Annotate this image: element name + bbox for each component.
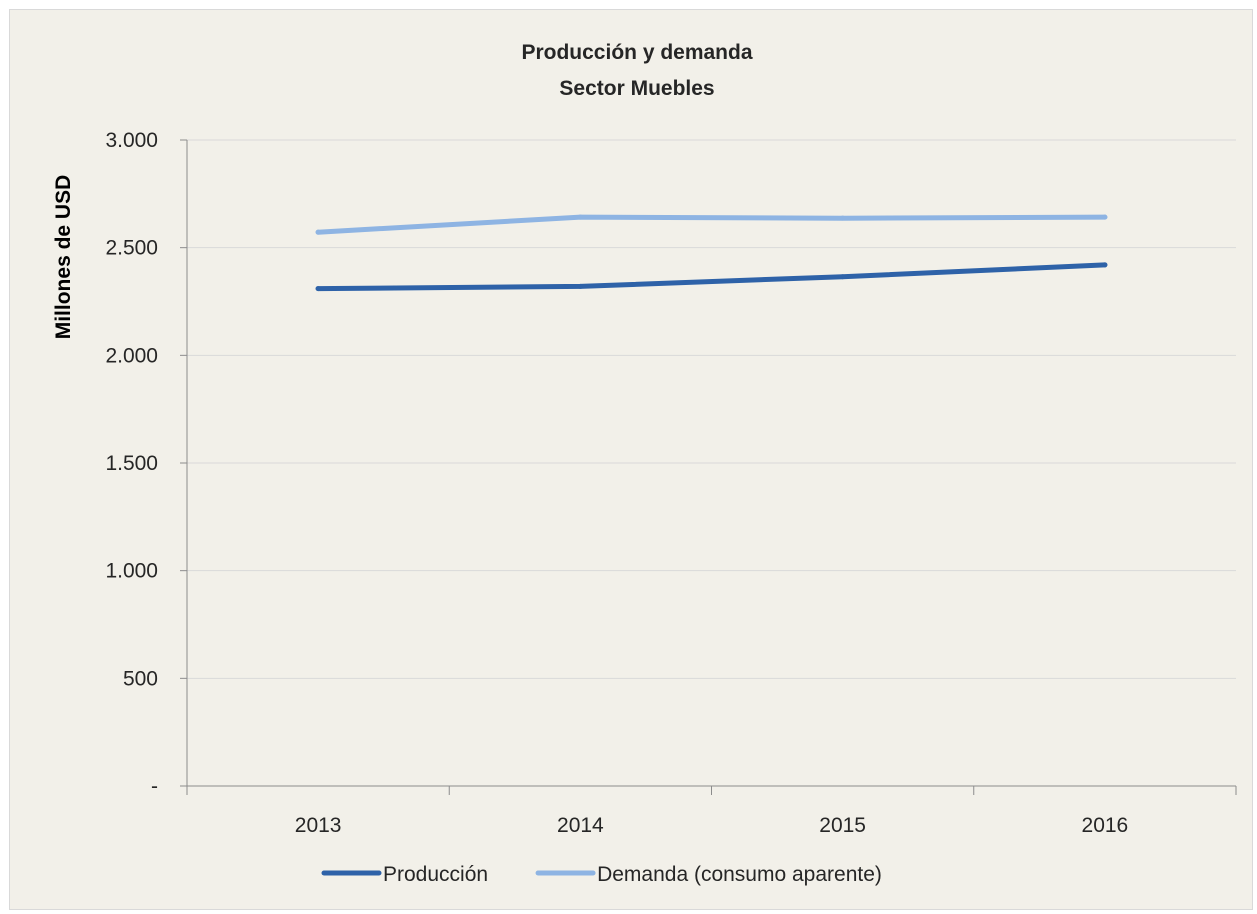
data-point — [840, 274, 846, 280]
data-point — [315, 286, 321, 292]
series-lines — [315, 214, 1108, 292]
axes: - 500 1.000 1.500 2.000 2.500 3.000 2013 2014 201… — [105, 129, 1237, 837]
y-tick-label: 1.500 — [105, 452, 158, 475]
gridlines — [187, 139, 1236, 679]
chart-title: Producción y demanda — [521, 41, 752, 64]
data-point — [1102, 214, 1108, 220]
y-tick-label: 1.000 — [105, 560, 158, 583]
y-tick-label: 2.000 — [105, 344, 158, 367]
y-axis-title: Millones de USD — [52, 175, 75, 340]
data-point — [840, 215, 846, 221]
y-tick-label: - — [151, 775, 158, 798]
y-tick-label: 500 — [123, 667, 158, 690]
x-tick-label: 2015 — [819, 814, 866, 837]
chart-subtitle: Sector Muebles — [559, 77, 714, 100]
x-tick-label: 2013 — [295, 814, 342, 837]
data-point — [1102, 262, 1108, 268]
legend-label-1: Demanda (consumo aparente) — [597, 863, 882, 886]
x-tick-label: 2016 — [1082, 814, 1129, 837]
legend: Producción Demanda (consumo aparente) — [321, 863, 882, 886]
y-tick-label: 3.000 — [105, 129, 158, 152]
series-line-0 — [315, 262, 1108, 292]
series-line-1 — [315, 214, 1108, 235]
data-point — [315, 229, 321, 235]
x-tick-label: 2014 — [557, 814, 604, 837]
chart-area — [9, 9, 1253, 910]
y-tick-label: 2.500 — [105, 237, 158, 260]
legend-label-0: Producción — [383, 863, 488, 886]
data-point — [577, 283, 583, 289]
data-point — [577, 214, 583, 220]
